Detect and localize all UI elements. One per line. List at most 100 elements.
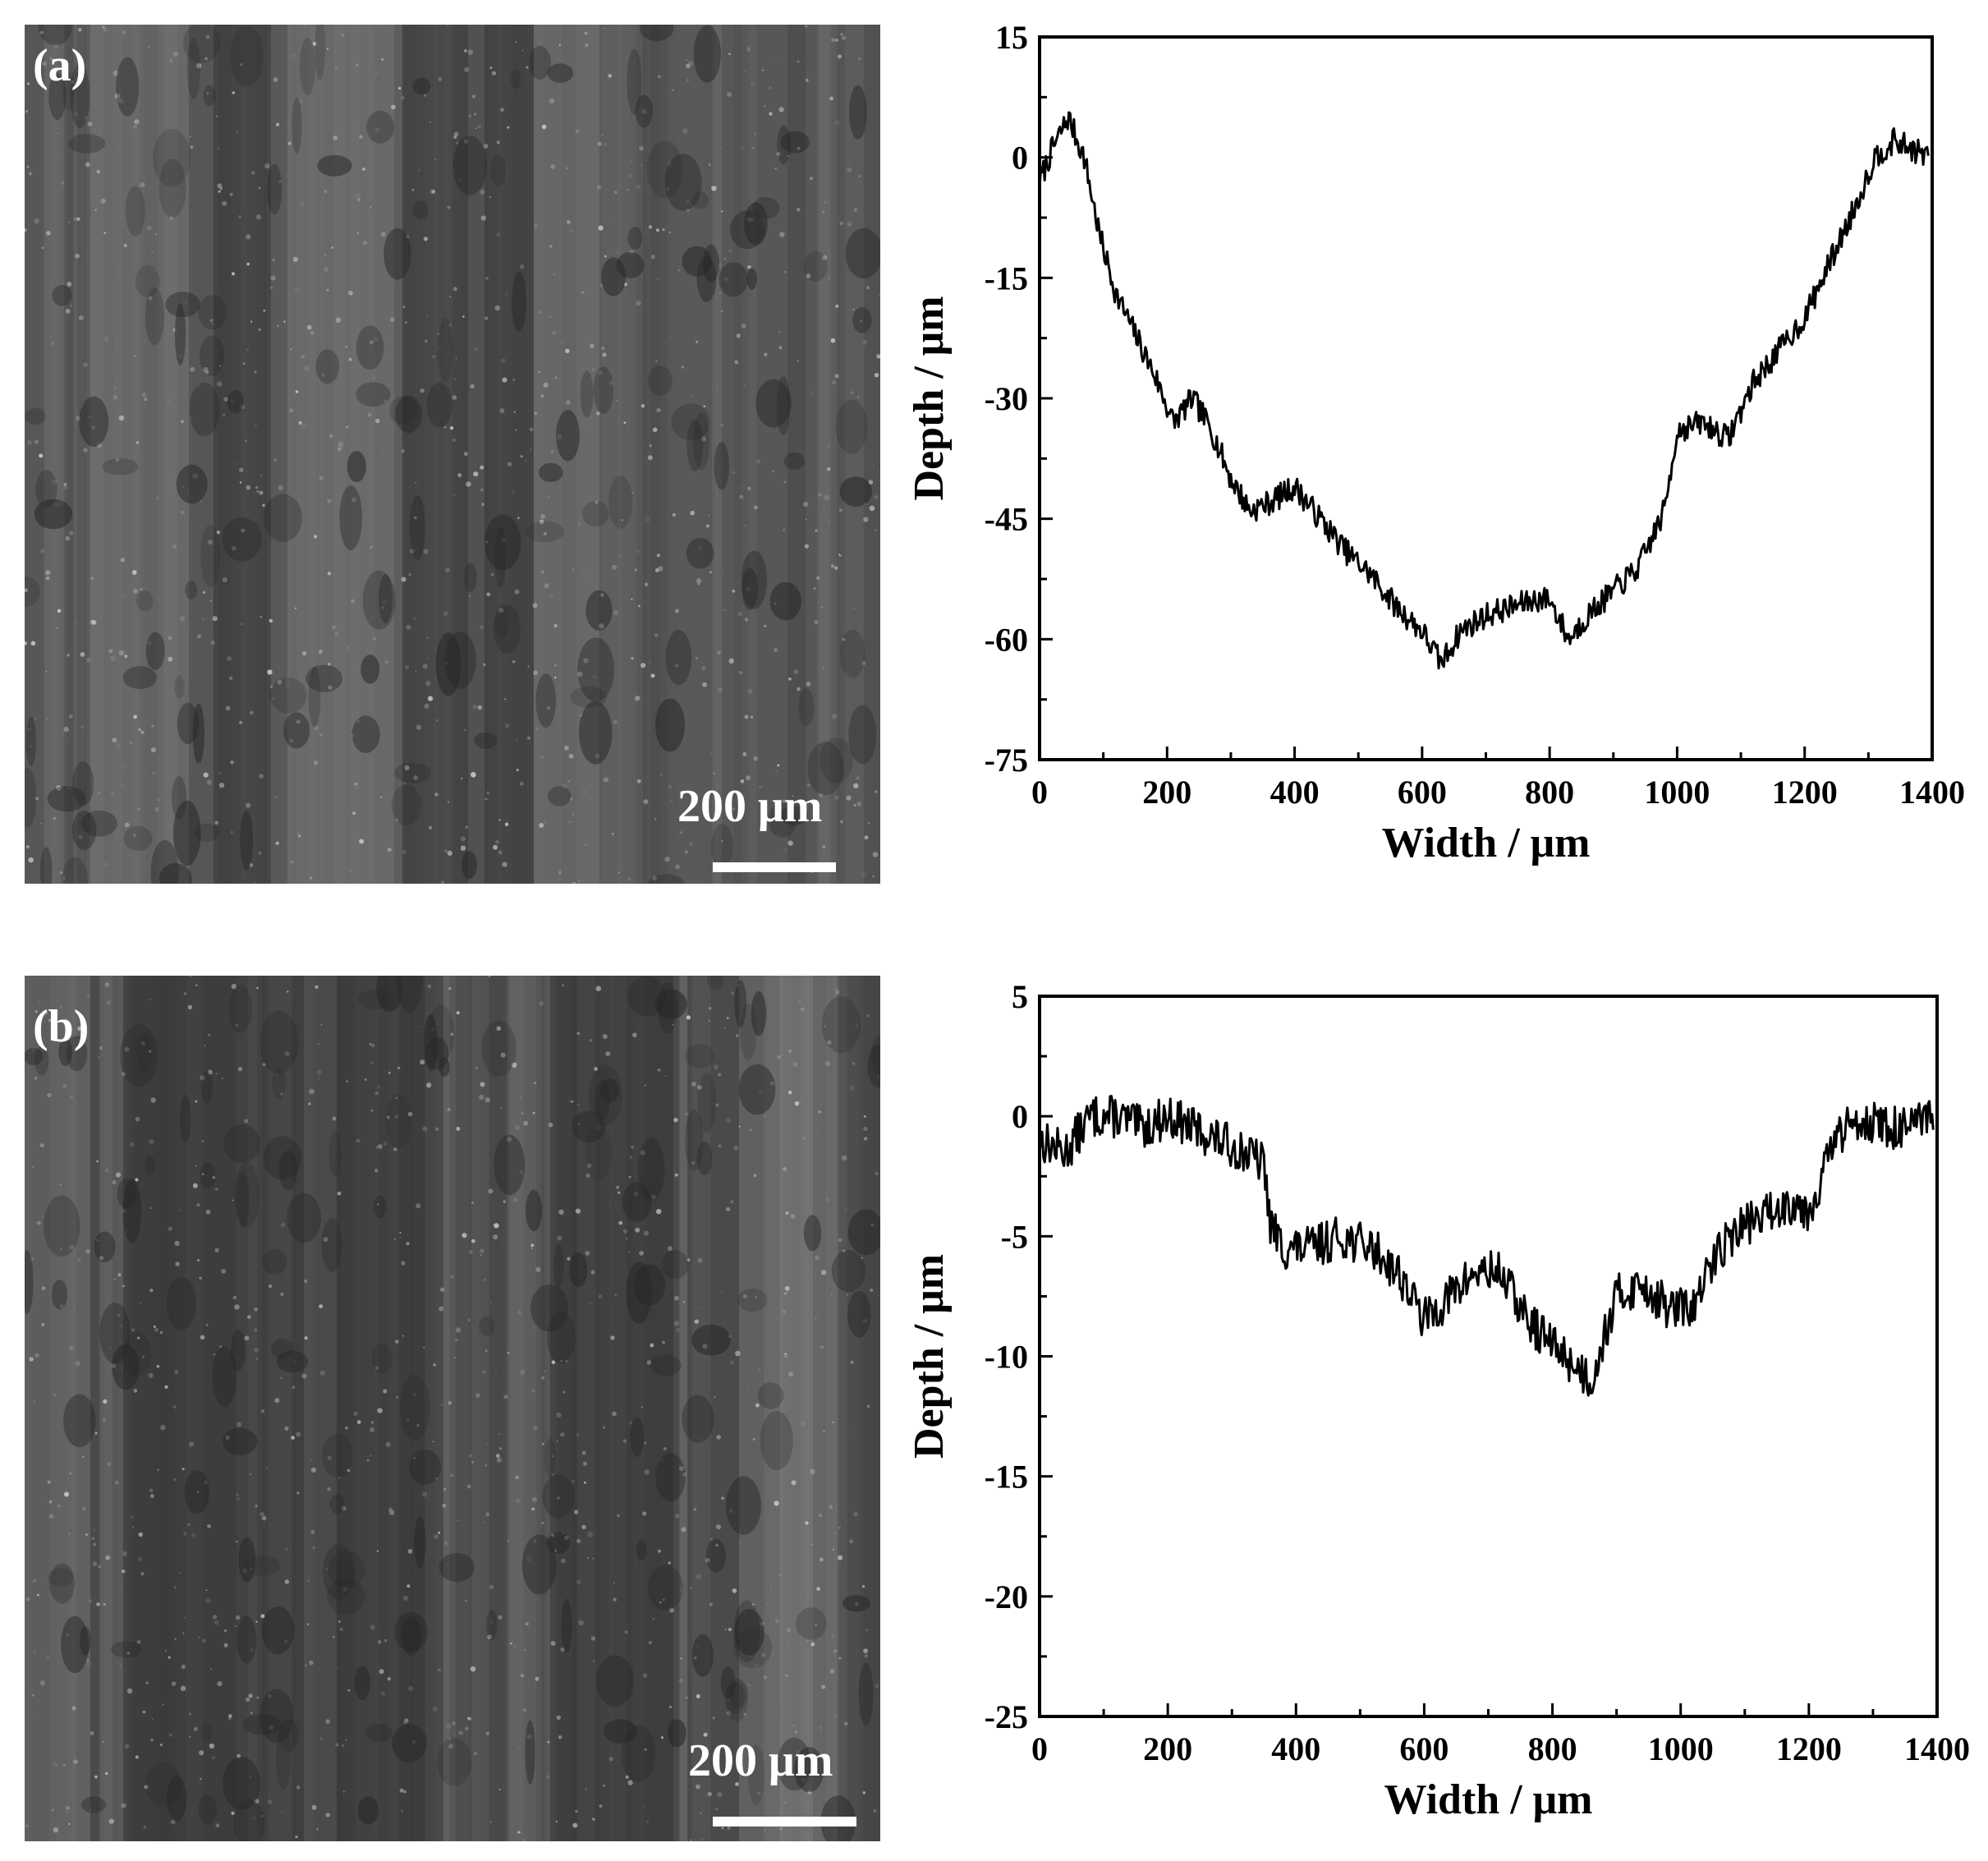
micro-speckle — [623, 421, 627, 424]
micro-speckle — [246, 802, 251, 808]
scale-bar-a — [713, 862, 836, 872]
micro-speckle — [727, 92, 732, 97]
micro-speckle — [406, 1242, 410, 1246]
micro-pit — [633, 1264, 666, 1306]
micro-speckle — [60, 1304, 64, 1308]
micro-pit — [691, 191, 709, 209]
micro-speckle — [471, 772, 476, 778]
micro-speckle — [738, 671, 742, 674]
micro-speckle — [25, 1597, 30, 1601]
micro-speckle — [28, 857, 34, 863]
micro-speckle — [698, 546, 701, 549]
micro-pit — [530, 1284, 569, 1332]
micro-speckle — [603, 1785, 605, 1787]
micro-speckle — [872, 463, 875, 466]
micro-speckle — [673, 1118, 678, 1123]
micro-speckle — [496, 140, 500, 145]
micro-speckle — [709, 571, 712, 573]
micro-speckle — [275, 796, 278, 799]
micro-speckle — [345, 1426, 348, 1430]
micro-streak — [870, 25, 880, 884]
micro-speckle — [92, 1561, 98, 1566]
micro-speckle — [628, 1175, 631, 1179]
micro-speckle — [787, 1091, 792, 1095]
micro-speckle — [256, 490, 259, 493]
micro-pit — [798, 688, 815, 727]
micro-speckle — [253, 881, 256, 884]
micro-speckle — [467, 1716, 471, 1721]
micro-speckle — [629, 250, 634, 255]
micro-speckle — [566, 400, 571, 405]
micro-speckle — [806, 682, 811, 687]
micro-pit — [177, 702, 200, 745]
micro-speckle — [314, 688, 317, 692]
micro-speckle — [368, 413, 372, 417]
micro-speckle — [441, 1404, 443, 1406]
micro-speckle — [816, 576, 820, 580]
micro-pit — [186, 38, 200, 99]
micro-speckle — [432, 190, 436, 194]
micro-speckle — [485, 1731, 490, 1736]
micro-speckle — [802, 1137, 806, 1141]
micro-speckle — [370, 206, 372, 208]
micro-speckle — [766, 1232, 769, 1235]
micro-speckle — [325, 1813, 330, 1817]
micro-streak — [410, 976, 414, 1841]
micro-speckle — [557, 1496, 560, 1500]
micro-speckle — [250, 1647, 255, 1652]
micro-speckle — [295, 1835, 298, 1839]
micro-speckle — [659, 773, 663, 777]
micro-dark-band — [550, 976, 673, 1841]
micro-speckle — [255, 424, 257, 426]
micro-speckle — [351, 120, 353, 122]
micro-pit — [409, 1450, 442, 1485]
micro-speckle — [28, 172, 33, 176]
micro-speckle — [810, 1642, 815, 1647]
micro-speckle — [242, 362, 246, 365]
micro-speckle — [567, 220, 571, 224]
micro-speckle — [423, 237, 428, 241]
micro-speckle — [356, 328, 360, 331]
micro-speckle — [652, 1617, 655, 1621]
micro-speckle — [488, 976, 491, 978]
micro-speckle — [116, 743, 121, 748]
micro-speckle — [875, 790, 878, 793]
micro-streak — [244, 25, 257, 884]
micro-speckle — [474, 113, 477, 116]
micro-speckle — [720, 210, 723, 213]
micro-speckle — [751, 146, 755, 150]
micro-speckle — [659, 1601, 662, 1604]
micro-speckle — [495, 1372, 498, 1375]
micro-speckle — [273, 77, 278, 82]
micro-speckle — [556, 1412, 562, 1418]
micro-speckle — [223, 397, 228, 402]
micro-speckle — [379, 1669, 384, 1675]
micro-speckle — [117, 1273, 122, 1277]
micro-speckle — [728, 1628, 732, 1632]
micro-speckle — [849, 1431, 852, 1433]
micrograph-b-texture — [25, 976, 880, 1841]
micro-speckle — [122, 1569, 126, 1574]
micro-speckle — [534, 223, 539, 227]
micro-speckle — [472, 705, 477, 710]
micro-speckle — [324, 254, 327, 257]
micro-pit — [360, 655, 380, 684]
micro-speckle — [747, 688, 753, 694]
micro-speckle — [124, 1046, 130, 1052]
micro-speckle — [600, 133, 604, 136]
micro-speckle — [657, 566, 663, 572]
micro-speckle — [410, 548, 416, 554]
micro-speckle — [296, 832, 301, 835]
micro-speckle — [190, 366, 195, 372]
micro-pit — [655, 1453, 686, 1502]
micro-speckle — [806, 1596, 809, 1598]
micro-speckle — [153, 1325, 156, 1329]
micro-pit — [174, 303, 186, 365]
micro-pit — [691, 1634, 714, 1677]
micro-speckle — [394, 1339, 399, 1344]
x-tick-label-a: 1400 — [1899, 774, 1965, 811]
micro-speckle — [60, 1006, 62, 1009]
micro-speckle — [230, 398, 235, 403]
micro-pit — [198, 295, 227, 330]
micro-speckle — [703, 1732, 708, 1737]
